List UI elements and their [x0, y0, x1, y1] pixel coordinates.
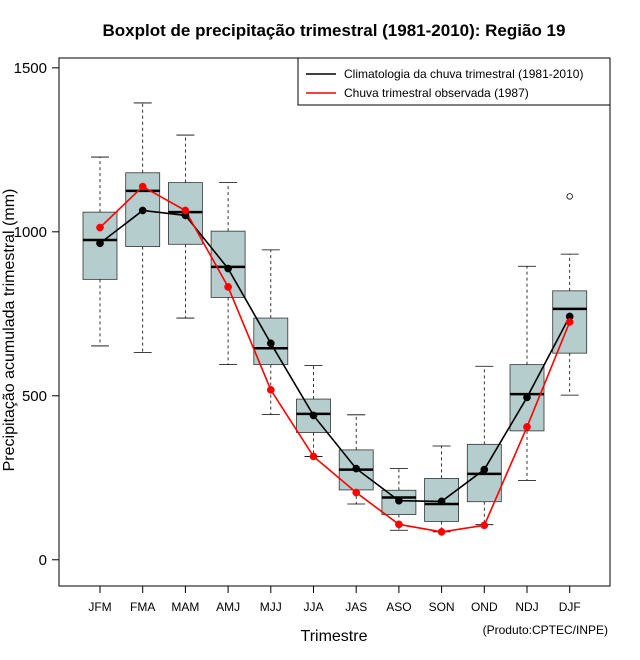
outlier-DJF	[566, 193, 573, 200]
climatology-point-OND	[480, 465, 489, 474]
x-tick-label-JAS: JAS	[345, 600, 367, 614]
observed-point-JFM	[96, 223, 104, 232]
observed-point-FMA	[138, 182, 147, 191]
x-tick-label-FMA: FMA	[130, 600, 155, 614]
observed-point-ASO	[395, 520, 403, 529]
climatology-line	[99, 209, 571, 503]
observed-point-OND	[480, 521, 489, 530]
legend-observed-label: Chuva trimestral observada (1987)	[344, 86, 529, 100]
climatology-point-ASO	[395, 496, 403, 505]
x-axis-title: Trimestre	[301, 628, 368, 645]
observed-line	[99, 185, 571, 533]
climatology-point-JJA	[309, 411, 318, 420]
x-tick-label-ASO: ASO	[386, 600, 411, 614]
y-tick-label: 1000	[14, 224, 47, 241]
climatology-point-AMJ	[224, 264, 232, 273]
legend-box	[297, 57, 611, 106]
y-tick-label: 500	[22, 388, 47, 405]
legend: Climatologia da chuva trimestral (1981-2…	[297, 57, 611, 106]
climatology-point-SON	[437, 497, 446, 506]
x-tick-label-NDJ: NDJ	[515, 600, 538, 614]
climatology-point-FMA	[138, 206, 147, 215]
y-axis-title: Precipitação acumulada trimestral (mm)	[1, 189, 18, 472]
observed-point-MJJ	[266, 386, 275, 394]
observed-point-AMJ	[224, 283, 232, 291]
legend-climatology-label: Climatologia da chuva trimestral (1981-2…	[344, 67, 583, 81]
observed-point-NDJ	[523, 423, 531, 431]
chart-title: Boxplot de precipitação trimestral (1981…	[103, 21, 566, 40]
x-tick-label-DJF: DJF	[559, 600, 581, 614]
x-tick-label-SON: SON	[429, 600, 455, 614]
x-tick-label-OND: OND	[471, 600, 498, 614]
x-tick-label-JFM: JFM	[88, 600, 111, 614]
observed-point-MAM	[181, 206, 190, 215]
y-tick-label: 1500	[14, 60, 47, 77]
observed-point-JAS	[352, 488, 361, 497]
x-tick-label-MAM: MAM	[171, 600, 199, 614]
credit-text: (Produto:CPTEC/INPE)	[483, 623, 608, 637]
climatology-point-JFM	[96, 239, 104, 248]
box-AMJ	[210, 230, 246, 298]
x-tick-label-AMJ: AMJ	[216, 600, 240, 614]
x-tick-label-MJJ: MJJ	[260, 600, 282, 614]
climatology-point-MJJ	[266, 339, 275, 348]
observed-point-JJA	[309, 452, 318, 461]
x-tick-label-JJA: JJA	[303, 600, 323, 614]
climatology-point-NDJ	[523, 393, 531, 402]
observed-point-SON	[437, 528, 446, 536]
y-tick-label: 0	[39, 552, 47, 569]
climatology-point-JAS	[352, 464, 361, 473]
observed-point-DJF	[565, 318, 574, 326]
